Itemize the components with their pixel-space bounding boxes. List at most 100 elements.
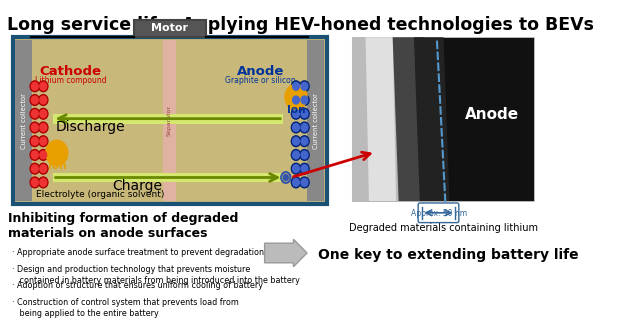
- Circle shape: [301, 178, 308, 186]
- Circle shape: [38, 149, 48, 160]
- Circle shape: [31, 178, 38, 186]
- Circle shape: [301, 137, 308, 145]
- Circle shape: [291, 109, 301, 119]
- Circle shape: [38, 81, 48, 92]
- Bar: [163, 40, 177, 201]
- Circle shape: [300, 149, 309, 160]
- Circle shape: [291, 149, 301, 160]
- Text: Long service life: Applying HEV-honed technologies to BEVs: Long service life: Applying HEV-honed te…: [7, 16, 594, 34]
- Circle shape: [301, 82, 308, 90]
- FancyArrow shape: [264, 239, 307, 267]
- Circle shape: [291, 95, 301, 105]
- Polygon shape: [393, 37, 433, 201]
- Circle shape: [284, 175, 289, 180]
- Circle shape: [292, 96, 300, 104]
- Text: Lithium compound: Lithium compound: [35, 77, 106, 85]
- Circle shape: [38, 177, 48, 188]
- Circle shape: [301, 96, 308, 104]
- Polygon shape: [414, 37, 449, 201]
- Circle shape: [301, 165, 308, 173]
- Circle shape: [300, 95, 309, 105]
- Circle shape: [300, 163, 309, 174]
- Text: Anode: Anode: [237, 65, 284, 78]
- Circle shape: [292, 165, 300, 173]
- Circle shape: [30, 95, 40, 105]
- Circle shape: [40, 151, 47, 159]
- Text: Current collector: Current collector: [20, 93, 27, 148]
- Circle shape: [31, 96, 38, 104]
- Circle shape: [300, 81, 309, 92]
- Circle shape: [292, 82, 300, 90]
- Circle shape: [291, 122, 301, 133]
- Bar: [352, 37, 534, 201]
- Text: · Adoption of structure that ensures uniform cooling of battery: · Adoption of structure that ensures uni…: [12, 281, 263, 290]
- Polygon shape: [352, 37, 415, 201]
- Circle shape: [292, 178, 300, 186]
- Circle shape: [40, 96, 47, 104]
- Circle shape: [30, 177, 40, 188]
- Circle shape: [46, 140, 68, 166]
- Text: Inhibiting formation of degraded
materials on anode surfaces: Inhibiting formation of degraded materia…: [8, 212, 239, 240]
- Circle shape: [31, 110, 38, 118]
- Text: Anode: Anode: [465, 107, 519, 122]
- Circle shape: [40, 137, 47, 145]
- Circle shape: [300, 177, 309, 188]
- Circle shape: [301, 110, 308, 118]
- Circle shape: [31, 165, 38, 173]
- Circle shape: [38, 109, 48, 119]
- Text: Ion: Ion: [47, 161, 66, 171]
- Text: Charge: Charge: [113, 179, 163, 193]
- Text: One key to extending battery life: One key to extending battery life: [318, 248, 579, 262]
- Circle shape: [30, 163, 40, 174]
- Text: Approx. 50 nm: Approx. 50 nm: [412, 209, 467, 218]
- Bar: [13, 37, 326, 204]
- Polygon shape: [365, 37, 396, 201]
- Circle shape: [292, 124, 300, 131]
- Circle shape: [38, 122, 48, 133]
- Text: Separator: Separator: [167, 105, 172, 136]
- Circle shape: [38, 163, 48, 174]
- Circle shape: [300, 122, 309, 133]
- Circle shape: [301, 124, 308, 131]
- Circle shape: [30, 149, 40, 160]
- Text: Motor: Motor: [151, 24, 188, 33]
- FancyBboxPatch shape: [418, 203, 459, 223]
- Bar: [52, 114, 284, 124]
- Circle shape: [30, 109, 40, 119]
- Circle shape: [300, 109, 309, 119]
- Text: Graphite or silicon: Graphite or silicon: [225, 77, 296, 85]
- Bar: [15, 40, 32, 201]
- Bar: [52, 173, 284, 182]
- Text: Current collector: Current collector: [312, 93, 319, 148]
- Circle shape: [40, 110, 47, 118]
- Circle shape: [292, 110, 300, 118]
- Text: Cathode: Cathode: [40, 65, 101, 78]
- Circle shape: [40, 82, 47, 90]
- Circle shape: [38, 136, 48, 147]
- Circle shape: [291, 136, 301, 147]
- Circle shape: [30, 81, 40, 92]
- Circle shape: [31, 82, 38, 90]
- Bar: [307, 40, 324, 201]
- Circle shape: [31, 151, 38, 159]
- Text: Electrolyte (organic solvent): Electrolyte (organic solvent): [36, 190, 164, 199]
- Text: · Appropriate anode surface treatment to prevent degradation: · Appropriate anode surface treatment to…: [12, 248, 264, 257]
- Circle shape: [31, 124, 38, 131]
- Circle shape: [40, 165, 47, 173]
- Text: · Design and production technology that prevents moisture
   contained in batter: · Design and production technology that …: [12, 265, 300, 285]
- Circle shape: [38, 95, 48, 105]
- Text: · Construction of control system that prevents load from
   being applied to the: · Construction of control system that pr…: [12, 298, 239, 318]
- Text: Ion: Ion: [287, 105, 305, 115]
- Circle shape: [285, 84, 307, 110]
- Circle shape: [291, 163, 301, 174]
- Circle shape: [40, 124, 47, 131]
- Circle shape: [30, 136, 40, 147]
- Text: Degraded materials containing lithium: Degraded materials containing lithium: [349, 223, 538, 232]
- Circle shape: [30, 122, 40, 133]
- Circle shape: [40, 178, 47, 186]
- Circle shape: [291, 177, 301, 188]
- Circle shape: [291, 81, 301, 92]
- Circle shape: [300, 136, 309, 147]
- Circle shape: [292, 151, 300, 159]
- Circle shape: [301, 151, 308, 159]
